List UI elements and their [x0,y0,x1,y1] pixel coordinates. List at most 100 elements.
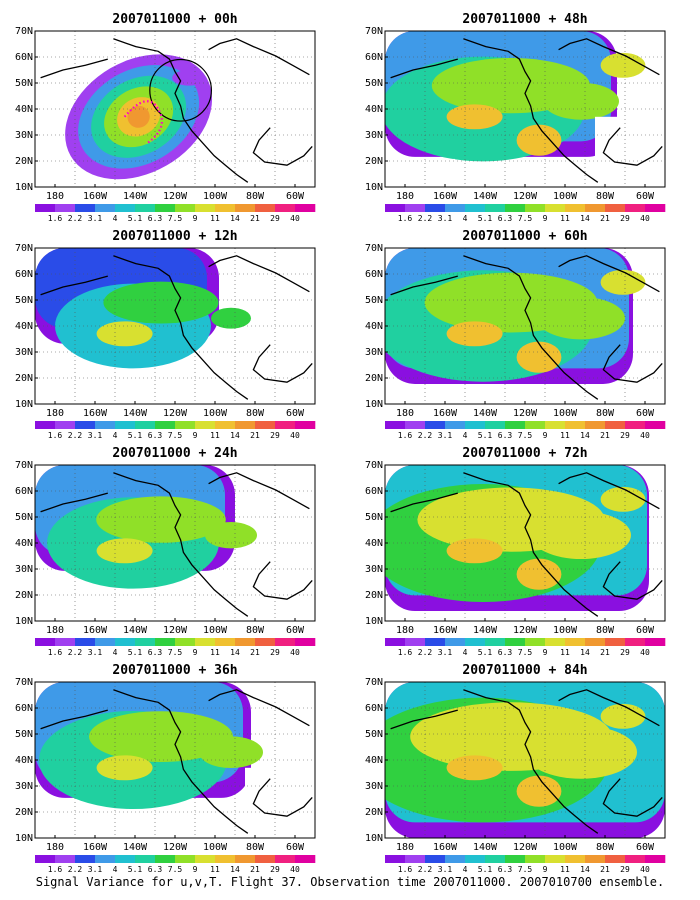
y-tick-label: 20N [365,807,383,818]
colorbar-label: 7.5 [518,214,533,223]
y-tick-label: 20N [15,590,33,601]
colorbar-swatch [565,855,586,863]
x-tick-label: 100W [553,842,578,853]
colorbar-label: 21 [600,648,610,657]
y-tick-label: 20N [365,373,383,384]
colorbar-swatch [385,421,406,429]
colorbar-swatch [605,204,626,212]
colorbar-swatch [295,421,316,429]
colorbar-swatch [255,204,276,212]
map-panel-84h: 2007011000 + 84h 10N 20N 30N 40N 50N 60N 70N 180… [365,663,666,874]
x-tick-label: 160W [83,408,108,419]
colorbar-label: 4 [463,648,468,657]
y-tick-label: 40N [15,538,33,549]
colorbar-swatch [625,204,646,212]
colorbar-swatch [35,204,56,212]
colorbar-swatch [95,204,116,212]
colorbar-swatch [35,638,56,646]
colorbar-swatch [525,421,546,429]
y-tick-label: 40N [15,755,33,766]
colorbar-swatch [255,855,276,863]
colorbar-swatch [465,855,486,863]
colorbar-label: 7.5 [168,648,183,657]
map-panel-48h: 2007011000 + 48h 10N 20N 30N 40N 50N 60N 70N 180… [365,12,666,223]
x-tick-label: 80W [246,191,265,202]
variance-field [385,682,665,838]
colorbar-label: 2.2 [68,431,83,440]
colorbar-swatch [465,204,486,212]
colorbar-swatch [425,421,446,429]
x-tick-label: 140W [473,625,498,636]
colorbar-swatch [135,204,156,212]
colorbar-label: 6.3 [498,648,513,657]
colorbar-label: 6.3 [148,865,163,874]
colorbar-swatch [115,855,136,863]
y-tick-label: 20N [15,156,33,167]
x-tick-label: 180 [46,408,64,419]
colorbar-swatch [585,421,606,429]
x-tick-label: 60W [636,408,655,419]
colorbar-swatch [565,638,586,646]
colorbar-swatch [405,855,426,863]
colorbar-label: 14 [580,865,590,874]
colorbar-swatch [75,855,96,863]
colorbar-swatch [155,204,176,212]
colorbar-swatch [585,204,606,212]
colorbar-label: 7.5 [518,648,533,657]
x-tick-label: 60W [286,191,305,202]
y-tick-label: 70N [15,243,33,254]
colorbar-swatch [645,204,666,212]
colorbar-swatch [565,421,586,429]
colorbar-label: 3.1 [88,648,103,657]
x-tick-label: 180 [396,408,414,419]
x-tick-label: 80W [246,625,265,636]
colorbar-label: 40 [290,431,300,440]
colorbar-label: 40 [290,214,300,223]
colorbar-label: 40 [640,865,650,874]
colorbar-label: 5.1 [128,431,143,440]
colorbar-swatch [385,204,406,212]
colorbar: 1.6 2.2 3.1 4 5.1 6.3 7.5 9 11 14 21 29 40 [35,421,316,440]
colorbar-label: 40 [640,648,650,657]
colorbar-swatch [275,204,296,212]
y-tick-label: 70N [365,677,383,688]
colorbar-label: 9 [193,648,198,657]
map-panel-0h: 2007011000 + 00h 10N 20N 30N 40N 50N 60N 70N 180… [15,12,316,223]
colorbar-label: 11 [210,648,220,657]
colorbar-label: 14 [580,648,590,657]
panel-title: 2007011000 + 36h [112,663,237,678]
y-tick-label: 40N [15,104,33,115]
colorbar-label: 2.2 [68,214,83,223]
colorbar-label: 7.5 [168,214,183,223]
y-tick-label: 10N [365,399,383,410]
y-tick-label: 60N [365,52,383,63]
variance-field [385,465,665,621]
colorbar-swatch [645,855,666,863]
colorbar-label: 2.2 [418,214,433,223]
colorbar-swatch [645,638,666,646]
colorbar: 1.6 2.2 3.1 4 5.1 6.3 7.5 9 11 14 21 29 40 [35,204,316,223]
colorbar-label: 4 [463,214,468,223]
colorbar-swatch [625,855,646,863]
y-tick-label: 70N [15,460,33,471]
colorbar-label: 40 [290,648,300,657]
y-tick-label: 60N [15,52,33,63]
colorbar-label: 40 [290,865,300,874]
colorbar-label: 21 [600,214,610,223]
colorbar-label: 3.1 [438,648,453,657]
colorbar-label: 14 [580,214,590,223]
y-tick-label: 20N [365,156,383,167]
map-panel-24h: 2007011000 + 24h 10N 20N 30N 40N 50N 60N 70N 180… [15,446,316,657]
colorbar-label: 3.1 [438,431,453,440]
colorbar-swatch [625,421,646,429]
colorbar-label: 11 [560,648,570,657]
y-tick-label: 50N [15,512,33,523]
x-tick-label: 160W [83,842,108,853]
colorbar-label: 7.5 [168,865,183,874]
colorbar-swatch [55,855,76,863]
y-tick-label: 50N [15,78,33,89]
colorbar-swatch [275,855,296,863]
x-tick-label: 120W [513,191,538,202]
colorbar-swatch [55,638,76,646]
colorbar-swatch [255,421,276,429]
